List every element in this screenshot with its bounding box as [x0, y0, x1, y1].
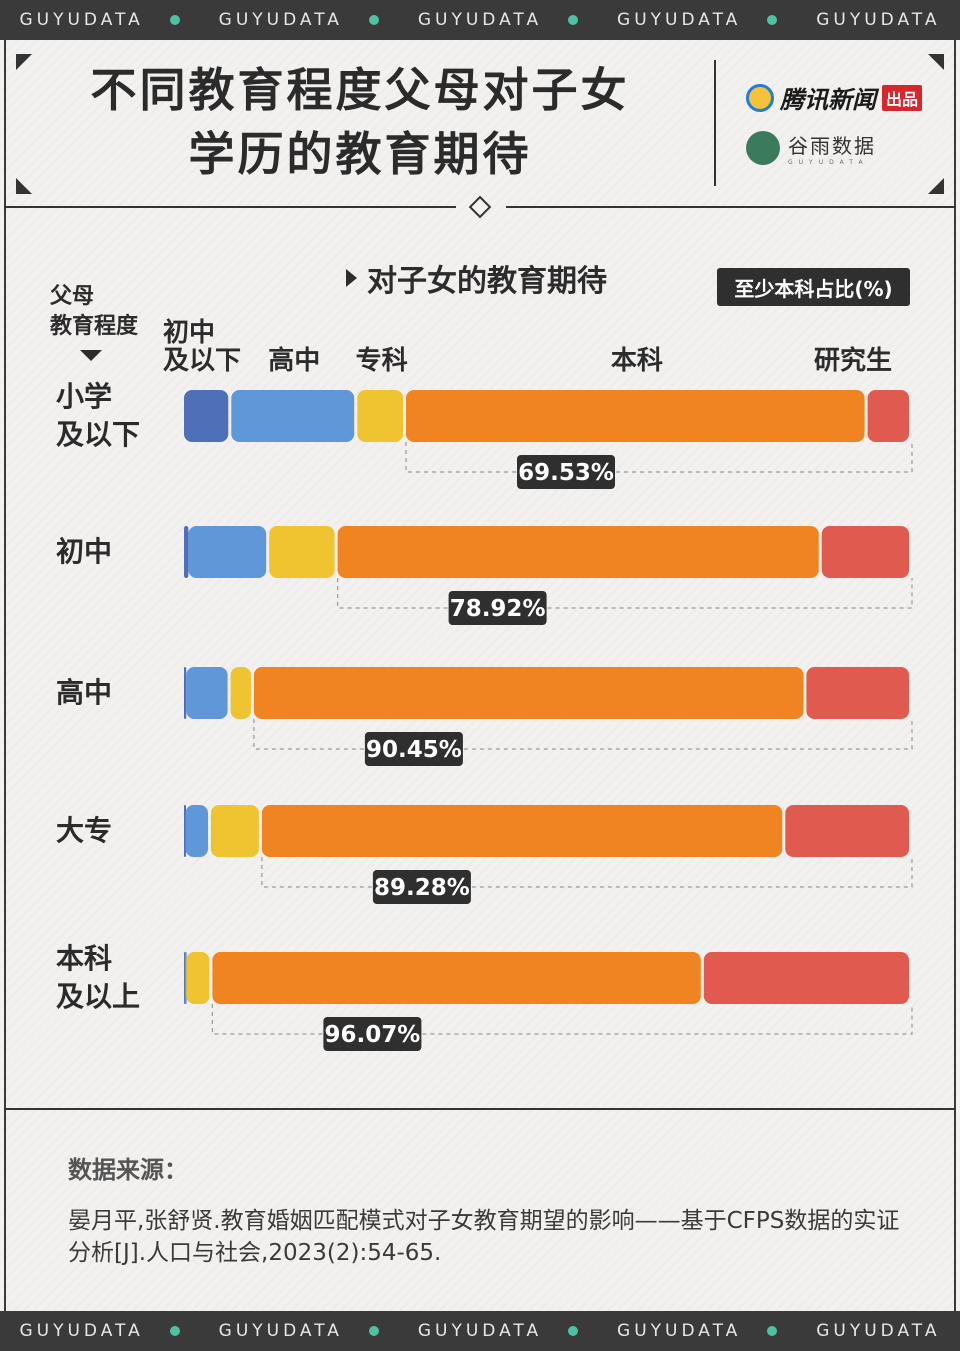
- bar-segment: [867, 390, 909, 442]
- guyu-logo-sub: GUYUDATA: [788, 159, 869, 166]
- band-dot: [568, 15, 579, 25]
- bar-segment: [253, 667, 804, 719]
- source-title: 数据来源：: [68, 1156, 188, 1184]
- down-arrow-icon: [80, 350, 102, 361]
- band-item: GUYUDATA: [418, 1321, 579, 1341]
- bar-segment: [269, 526, 335, 578]
- title-line: 不同教育程度父母对子女: [90, 63, 630, 117]
- tencent-logo-icon: [746, 83, 774, 112]
- pct-label-bg: [323, 1017, 422, 1051]
- corner-mark: [928, 54, 944, 70]
- y-axis-title: 父母 教育程度: [50, 284, 139, 339]
- source-citation: 晏月平,张舒贤.教育婚姻匹配模式对子女教育期望的影响——基于CFPS数据的实证分…: [68, 1208, 900, 1266]
- bar-segment: [185, 805, 208, 857]
- bachelor-bracket: [405, 442, 913, 473]
- band-item: GUYUDATA: [219, 1321, 379, 1341]
- tencent-news-logo: 腾讯新闻 出品: [746, 80, 923, 115]
- series-label: 高中: [268, 346, 321, 376]
- bar-segment: [230, 667, 251, 719]
- pct-label: 89.28%: [374, 875, 470, 901]
- corner-mark: [16, 54, 32, 70]
- pct-label: 69.53%: [518, 460, 614, 486]
- guyu-logo-text: 谷雨数据: [788, 134, 876, 158]
- bar-segment: [231, 390, 355, 442]
- band-dot: [767, 1326, 778, 1336]
- chart-subtitle: 对子女的教育期待: [346, 256, 607, 300]
- row-label: 大专: [56, 814, 113, 847]
- corner-mark: [16, 178, 32, 194]
- bar-segment: [785, 805, 909, 857]
- bar-segment: [188, 526, 267, 578]
- corner-mark: [928, 178, 944, 194]
- footer-divider: [4, 1108, 956, 1110]
- row-label: 高中: [56, 676, 113, 709]
- band-dot: [169, 15, 180, 25]
- row-label: 本科 及以上: [56, 942, 141, 1013]
- bar-segment: [406, 390, 865, 442]
- bar-segment: [184, 526, 189, 578]
- series-label: 研究生: [814, 346, 893, 376]
- bar-segment: [806, 667, 909, 719]
- pct-label-bg: [448, 591, 547, 625]
- pct-label-bg: [364, 732, 463, 766]
- bar-segment: [357, 390, 404, 442]
- bachelor-bracket: [211, 1004, 913, 1035]
- tencent-logo-text: 腾讯新闻: [780, 86, 876, 114]
- band-dot: [368, 15, 379, 25]
- bar-segment: [261, 805, 783, 857]
- bar-segment: [821, 526, 909, 578]
- band-item: GUYUDATA: [219, 10, 379, 30]
- band-item: GUYUDATA: [816, 1321, 941, 1341]
- bar-segment: [337, 526, 819, 578]
- band-item: GUYUDATA: [19, 1321, 180, 1341]
- tencent-logo-tag: 出品: [882, 84, 923, 111]
- band-dot: [169, 1326, 180, 1336]
- pct-label: 78.92%: [450, 596, 546, 622]
- series-label: 本科: [610, 346, 663, 376]
- band-item: GUYUDATA: [617, 10, 778, 30]
- pct-legend-badge: 至少本科占比(%): [717, 268, 910, 306]
- bar-segment: [212, 952, 701, 1004]
- guyu-bird-icon: [746, 131, 780, 165]
- series-label: 及以下: [163, 346, 242, 376]
- bar-segment: [186, 952, 210, 1004]
- row-label: 小学 及以下: [56, 380, 141, 451]
- pct-label-bg: [372, 870, 471, 904]
- band-item: GUYUDATA: [816, 10, 941, 30]
- pct-label: 96.07%: [325, 1022, 421, 1048]
- top-brand-band: GUYUDATA GUYUDATA GUYUDATA GUYUDATA GUYU…: [0, 0, 960, 40]
- pct-label-bg: [517, 455, 615, 489]
- bachelor-bracket: [337, 578, 913, 609]
- band-dot: [568, 1326, 579, 1336]
- series-label: 专科: [355, 346, 408, 376]
- bar-segment: [210, 805, 259, 857]
- bar-segment: [703, 952, 909, 1004]
- triangle-icon: [346, 269, 357, 287]
- bachelor-bracket: [253, 719, 913, 750]
- header-divider: [714, 60, 716, 186]
- bar-segment: [186, 667, 228, 719]
- header-rule: [4, 206, 456, 208]
- bar-segment: [184, 390, 229, 442]
- band-item: GUYUDATA: [617, 1321, 778, 1341]
- bar-segment: [184, 667, 187, 719]
- row-label: 初中: [56, 535, 113, 568]
- header-rule: [506, 206, 956, 208]
- band-item: GUYUDATA: [418, 10, 579, 30]
- series-label: 初中: [163, 318, 216, 348]
- bachelor-bracket: [261, 857, 913, 888]
- bottom-brand-band: GUYUDATA GUYUDATA GUYUDATA GUYUDATA GUYU…: [0, 1311, 960, 1351]
- title-line: 学历的教育期待: [188, 127, 532, 181]
- pct-label: 90.45%: [366, 737, 462, 763]
- page-title: 不同教育程度父母对子女 学历的教育期待: [60, 58, 660, 186]
- band-item: GUYUDATA: [19, 10, 180, 30]
- band-dot: [368, 1326, 379, 1336]
- band-dot: [767, 15, 778, 25]
- guyu-logo: 谷雨数据 GUYUDATA: [746, 130, 876, 166]
